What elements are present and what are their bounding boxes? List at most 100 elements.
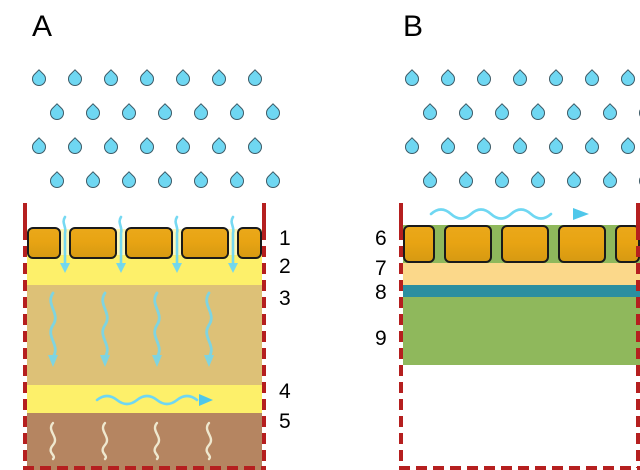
raindrop-icon [546, 137, 566, 157]
layer-b-7 [403, 263, 640, 285]
raindrop-icon [600, 171, 620, 191]
layer-number-b-9: 9 [375, 327, 387, 350]
surface-block-b [403, 225, 435, 263]
raindrop-icon [47, 171, 67, 191]
raindrop-icon [456, 103, 476, 123]
boundary-left-a [23, 229, 27, 468]
raindrop-icon [636, 171, 640, 191]
raindrop-icon [227, 171, 247, 191]
raindrop-icon [137, 137, 157, 157]
raindrop-icon [191, 103, 211, 123]
surface-block-a [69, 227, 117, 259]
raindrop-icon [510, 137, 530, 157]
raindrop-icon [546, 69, 566, 89]
raindrop-icon [402, 137, 422, 157]
raindrop-icon [564, 171, 584, 191]
raindrop-icon [65, 137, 85, 157]
panel-a-label: A [32, 10, 53, 43]
lateral-flow-arrow-a [95, 394, 213, 406]
raindrop-icon [582, 69, 602, 89]
raindrop-icon [173, 69, 193, 89]
layer-number-a-5: 5 [279, 410, 291, 433]
surface-block-a [27, 227, 61, 259]
layer-b-8 [403, 285, 640, 297]
panel-b-label: B [403, 10, 424, 43]
raindrop-icon [173, 137, 193, 157]
raindrop-icon [263, 171, 283, 191]
raindrop-icon [83, 171, 103, 191]
raindrop-icon [564, 103, 584, 123]
raindrop-icon [155, 103, 175, 123]
layer-a-5 [27, 413, 262, 470]
raindrop-icon [474, 69, 494, 89]
infiltration-arrows-a [60, 215, 238, 273]
raindrop-icon [209, 137, 229, 157]
raindrop-icon [600, 103, 620, 123]
raindrop-icon [245, 69, 265, 89]
raindrop-icon [618, 137, 638, 157]
raindrop-icon [438, 137, 458, 157]
layer-number-a-1: 1 [279, 227, 291, 250]
surface-block-a [181, 227, 229, 259]
raindrop-icon [438, 69, 458, 89]
raindrop-icon [83, 103, 103, 123]
layer-number-a-3: 3 [279, 287, 291, 310]
boundary-bottom-b [399, 466, 640, 470]
surface-block-b [444, 225, 492, 263]
boundary-right-b-solid [636, 203, 640, 231]
surface-runoff-arrow-b [429, 208, 589, 220]
raindrop-icon [456, 171, 476, 191]
layer-number-a-2: 2 [279, 255, 291, 278]
raindrop-icon [402, 69, 422, 89]
raindrop-icon [29, 69, 49, 89]
raindrop-icon [101, 137, 121, 157]
layer-b-9 [403, 297, 640, 365]
raindrop-icon [47, 103, 67, 123]
raindrop-icon [510, 69, 530, 89]
boundary-right-a-solid [262, 203, 266, 231]
percolation-arrows-a [48, 291, 214, 367]
soil-column-b [403, 205, 640, 365]
surface-block-b [558, 225, 606, 263]
raindrop-icon [263, 103, 283, 123]
boundary-right-b [636, 229, 640, 468]
panel-b: B 6 7 8 9 [320, 0, 640, 470]
boundary-left-b [399, 229, 403, 468]
raindrop-icon [528, 103, 548, 123]
raindrop-icon [29, 137, 49, 157]
layer-number-b-7: 7 [375, 257, 387, 280]
raindrop-icon [101, 69, 121, 89]
raindrop-icon [119, 171, 139, 191]
raindrop-icon [618, 69, 638, 89]
boundary-left-b-solid [399, 203, 403, 231]
raindrop-icon [65, 69, 85, 89]
layer-a-4 [27, 385, 262, 413]
raindrop-icon [636, 103, 640, 123]
panel-a: A [23, 10, 291, 470]
boundary-bottom-a [23, 466, 266, 470]
raindrop-icon [474, 137, 494, 157]
raindrop-icon [245, 137, 265, 157]
raindrop-icon [492, 171, 512, 191]
raindrop-icon [582, 137, 602, 157]
deep-percolation-arrows-a [49, 421, 213, 461]
raindrop-icon [119, 103, 139, 123]
raindrop-icon [492, 103, 512, 123]
surface-block-a [125, 227, 173, 259]
raindrop-icon [137, 69, 157, 89]
raindrop-icon [227, 103, 247, 123]
raindrop-icon [155, 171, 175, 191]
soil-column-a [27, 205, 262, 470]
raindrop-icon [191, 171, 211, 191]
raindrop-icon [420, 103, 440, 123]
layer-a-3 [27, 285, 262, 385]
raindrop-icon [209, 69, 229, 89]
boundary-right-a [262, 229, 266, 468]
boundary-left-a-solid [23, 203, 27, 231]
surface-block-b [501, 225, 549, 263]
layer-number-b-6: 6 [375, 227, 387, 250]
layer-number-a-4: 4 [279, 380, 291, 403]
surface-block-a [237, 227, 262, 259]
layer-number-b-8: 8 [375, 281, 387, 304]
raindrop-icon [420, 171, 440, 191]
